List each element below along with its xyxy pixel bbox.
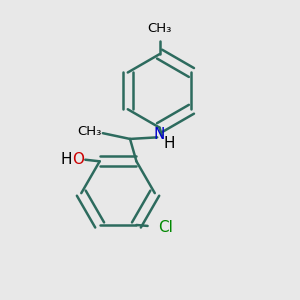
Text: O: O	[72, 152, 84, 167]
Text: Cl: Cl	[158, 220, 173, 235]
Text: CH₃: CH₃	[147, 22, 172, 35]
Text: N: N	[153, 127, 164, 142]
Text: H: H	[163, 136, 175, 151]
Text: CH₃: CH₃	[77, 125, 101, 138]
Text: H: H	[61, 152, 73, 167]
